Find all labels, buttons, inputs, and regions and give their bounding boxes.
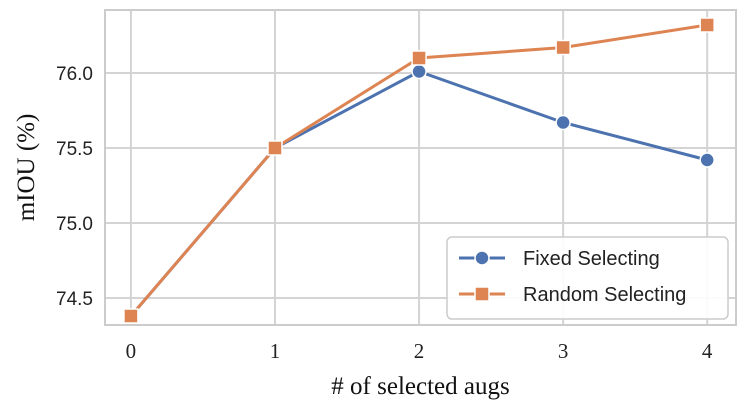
y-tick-label: 75.5 — [56, 139, 93, 160]
data-point — [411, 63, 427, 80]
x-axis-label: # of selected augs — [331, 373, 509, 400]
data-point — [267, 140, 283, 156]
plot-frame — [104, 9, 737, 326]
x-tick-label: 4 — [702, 339, 713, 363]
data-point — [555, 114, 571, 131]
series-1 — [123, 17, 715, 324]
y-axis-ticks: 74.5 75.0 75.5 76.0 — [56, 64, 93, 310]
y-tick-label: 75.0 — [56, 214, 93, 235]
y-tick-label: 76.0 — [56, 64, 93, 85]
data-point — [555, 39, 571, 56]
legend-marker — [474, 250, 490, 266]
legend-marker — [474, 286, 490, 302]
x-tick-label: 3 — [558, 339, 569, 363]
x-tick-label: 1 — [270, 339, 281, 363]
legend-item: Random Selecting — [459, 284, 686, 306]
data-point — [123, 308, 139, 324]
data-point — [699, 17, 715, 33]
x-tick-label: 0 — [126, 339, 137, 363]
x-tick-label: 2 — [414, 339, 425, 363]
legend: Fixed Selecting Random Selecting — [446, 236, 729, 320]
legend-box — [446, 236, 729, 320]
data-point — [411, 50, 427, 66]
y-axis-label: mIOU (%) — [13, 114, 40, 222]
legend-label: Fixed Selecting — [523, 248, 660, 270]
series-layer — [123, 17, 715, 324]
legend-label: Random Selecting — [523, 284, 686, 306]
data-point — [699, 152, 715, 168]
y-tick-label: 74.5 — [56, 289, 93, 310]
legend-item: Fixed Selecting — [459, 248, 660, 270]
x-axis-ticks: 0 1 2 3 4 — [126, 339, 713, 363]
